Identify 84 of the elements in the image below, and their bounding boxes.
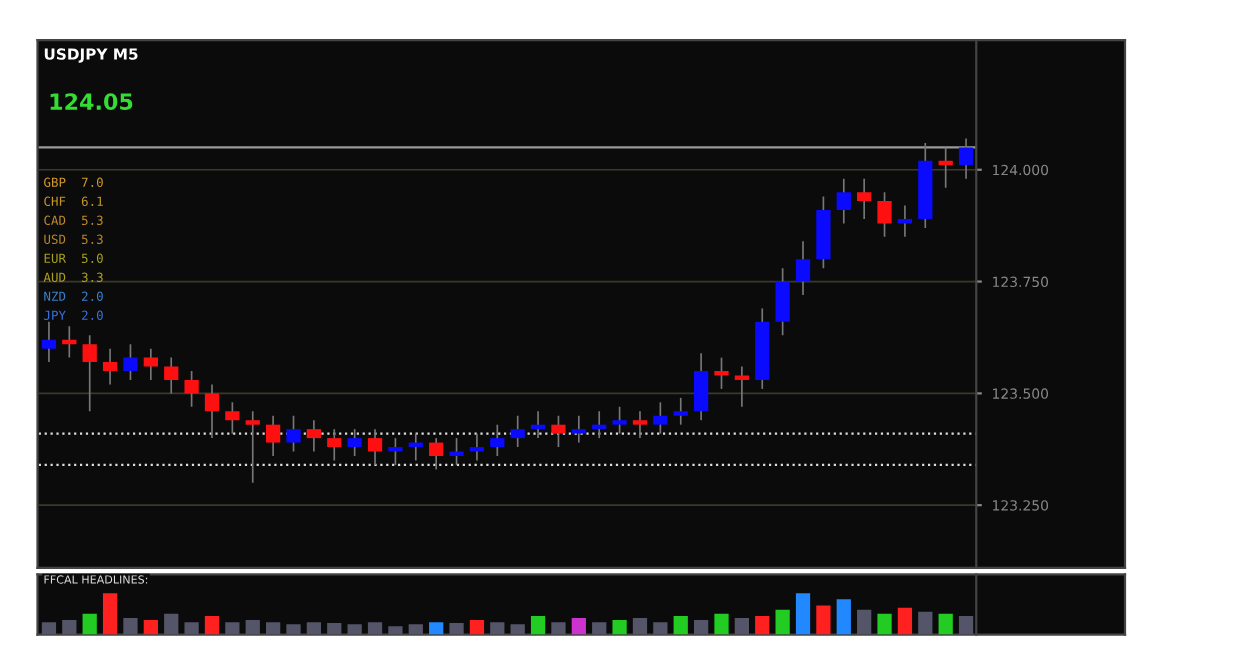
bar [82, 613, 97, 635]
bar [164, 613, 179, 635]
bar [714, 613, 729, 635]
bar [429, 622, 444, 635]
candlestick [225, 401, 240, 435]
bar [857, 609, 872, 635]
candlestick [653, 401, 668, 435]
bar [510, 624, 525, 635]
candlestick [184, 370, 199, 408]
bar [632, 618, 648, 635]
bar [775, 609, 790, 635]
candlestick [693, 352, 709, 422]
bar [327, 622, 342, 635]
bar [938, 613, 953, 635]
bar [225, 622, 240, 635]
bar [693, 620, 709, 635]
bar [612, 620, 627, 635]
candlestick [958, 137, 974, 180]
bar [551, 622, 566, 635]
bar [347, 624, 362, 635]
candlestick [367, 428, 383, 466]
candlestick [673, 397, 688, 426]
annotation: 124.05 [50, 93, 133, 111]
bar [490, 622, 505, 635]
bar [449, 622, 464, 635]
candlestick [490, 423, 505, 457]
bar [530, 615, 546, 635]
candlestick [429, 437, 444, 471]
candlestick [265, 414, 281, 457]
candlestick [164, 356, 179, 395]
candlestick [245, 410, 260, 484]
candlestick [82, 334, 97, 413]
candlestick [388, 437, 403, 466]
bar [123, 618, 138, 635]
bar [897, 607, 913, 635]
bar [755, 615, 770, 635]
bar [102, 593, 118, 635]
candlestick [123, 343, 138, 381]
candlestick [551, 414, 566, 448]
bar [734, 618, 750, 635]
bar [918, 611, 933, 635]
candlestick [775, 267, 790, 337]
candlestick [41, 320, 57, 363]
bar [367, 622, 383, 635]
bar [62, 620, 77, 635]
bar [816, 605, 831, 635]
candlestick [612, 405, 627, 435]
bar [408, 624, 423, 635]
bar [143, 620, 158, 635]
bar [41, 622, 57, 635]
candlestick [102, 347, 118, 386]
bar [795, 593, 811, 635]
candlestick [714, 356, 729, 390]
candlestick [143, 347, 158, 381]
bar [286, 624, 301, 635]
bar [184, 622, 199, 635]
candlestick [469, 432, 485, 462]
bar [306, 622, 322, 635]
candlestick [795, 240, 811, 296]
candlestick [857, 177, 872, 220]
bar [388, 626, 403, 635]
bar [836, 599, 851, 635]
candlestick [734, 365, 750, 408]
candlestick [449, 437, 464, 466]
bar [958, 615, 974, 635]
candlestick [286, 414, 301, 453]
candlestick [204, 383, 220, 439]
candlestick [327, 428, 342, 462]
candlestick [632, 410, 648, 439]
bar [653, 622, 668, 635]
candlestick [571, 414, 586, 444]
candlestick [510, 414, 525, 448]
candlestick [347, 428, 362, 457]
candlestick [877, 191, 892, 238]
bar [245, 620, 260, 635]
bar [592, 622, 607, 635]
candlestick [836, 177, 851, 225]
bar [877, 613, 892, 635]
bar [571, 618, 586, 635]
bar [204, 615, 220, 635]
candlestick [306, 419, 322, 453]
bar [673, 615, 688, 635]
bar [265, 622, 281, 635]
bar [469, 620, 485, 635]
